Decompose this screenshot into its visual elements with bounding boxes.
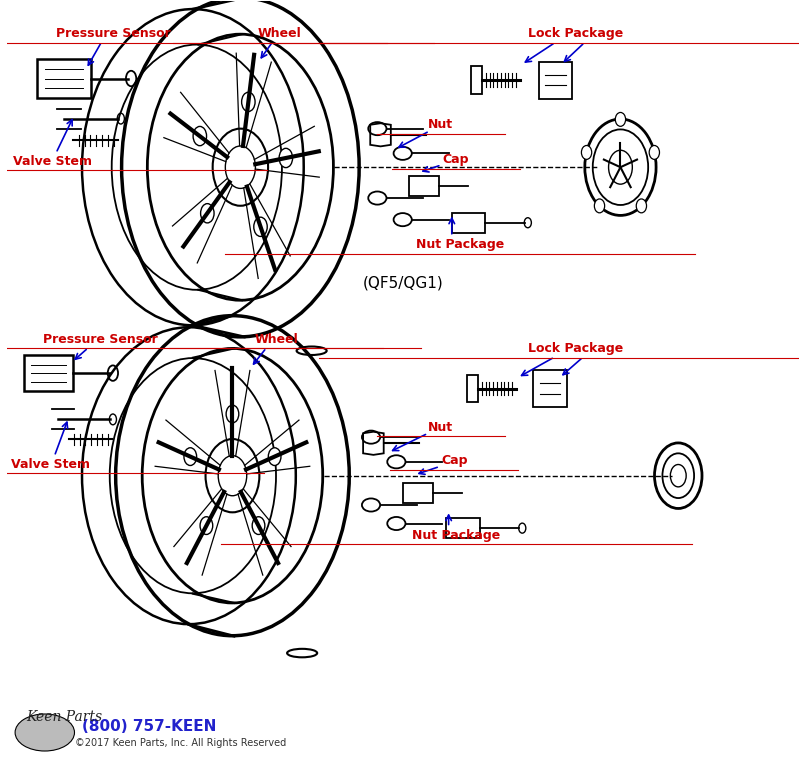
Text: Lock Package: Lock Package bbox=[528, 27, 623, 40]
Text: Pressure Sensor: Pressure Sensor bbox=[43, 333, 158, 346]
Text: Valve Stem: Valve Stem bbox=[11, 457, 90, 471]
Text: (QF5/QG1): (QF5/QG1) bbox=[362, 276, 443, 290]
Bar bbox=[534, 370, 566, 407]
Bar bbox=[409, 176, 439, 196]
Ellipse shape bbox=[184, 447, 197, 465]
Ellipse shape bbox=[268, 447, 281, 465]
Bar bbox=[24, 355, 74, 391]
Ellipse shape bbox=[201, 204, 214, 223]
Bar bbox=[470, 66, 482, 94]
Text: (800) 757-KEEN: (800) 757-KEEN bbox=[82, 719, 217, 734]
Ellipse shape bbox=[226, 405, 238, 423]
Text: Nut Package: Nut Package bbox=[415, 238, 504, 251]
Text: Wheel: Wheel bbox=[254, 333, 298, 346]
Text: ©2017 Keen Parts, Inc. All Rights Reserved: ©2017 Keen Parts, Inc. All Rights Reserv… bbox=[75, 738, 286, 748]
Text: Nut: Nut bbox=[428, 118, 454, 132]
Ellipse shape bbox=[193, 126, 206, 146]
Text: Nut: Nut bbox=[428, 420, 454, 433]
Text: Pressure Sensor: Pressure Sensor bbox=[56, 27, 171, 40]
Text: Valve Stem: Valve Stem bbox=[14, 155, 92, 167]
Ellipse shape bbox=[15, 714, 74, 751]
Ellipse shape bbox=[252, 517, 265, 535]
Ellipse shape bbox=[615, 112, 626, 126]
Bar bbox=[37, 60, 90, 98]
Ellipse shape bbox=[649, 146, 659, 159]
Bar bbox=[467, 375, 478, 402]
Text: Keen Parts: Keen Parts bbox=[26, 710, 102, 724]
Ellipse shape bbox=[200, 517, 213, 535]
Bar bbox=[539, 62, 572, 98]
Ellipse shape bbox=[242, 92, 255, 111]
Text: Lock Package: Lock Package bbox=[528, 342, 623, 355]
Text: Cap: Cap bbox=[441, 454, 467, 467]
Text: Wheel: Wheel bbox=[258, 27, 302, 40]
Text: Cap: Cap bbox=[442, 153, 469, 166]
Bar bbox=[452, 213, 485, 233]
Ellipse shape bbox=[582, 146, 592, 159]
Text: Nut Package: Nut Package bbox=[413, 529, 501, 542]
Bar bbox=[446, 518, 479, 538]
Ellipse shape bbox=[594, 199, 605, 213]
Bar bbox=[402, 483, 433, 502]
Ellipse shape bbox=[279, 149, 293, 168]
Ellipse shape bbox=[636, 199, 646, 213]
Ellipse shape bbox=[254, 217, 267, 236]
